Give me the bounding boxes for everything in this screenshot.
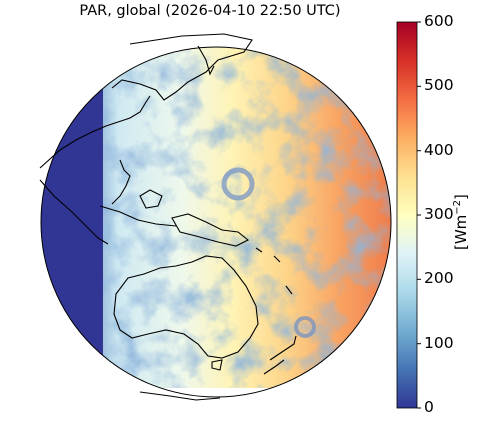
colorbar-tick-400: 400 xyxy=(424,141,454,159)
colorbar-ticks xyxy=(417,21,421,409)
colorbar-tick-200: 200 xyxy=(424,269,454,287)
colorbar-tick-600: 600 xyxy=(424,12,454,30)
colorbar-tick-500: 500 xyxy=(424,76,454,94)
colorbar-tick-0: 0 xyxy=(424,398,434,416)
globe-outline xyxy=(40,46,392,398)
coastlines xyxy=(39,33,297,401)
colorbar-gradient xyxy=(396,21,418,409)
colorbar-unit-label: [Wm−2] xyxy=(452,194,470,250)
map-title: PAR, global (2026-04-10 22:50 UTC) xyxy=(79,3,341,19)
colorbar-tick-100: 100 xyxy=(424,334,454,352)
colorbar-tick-300: 300 xyxy=(424,205,454,223)
